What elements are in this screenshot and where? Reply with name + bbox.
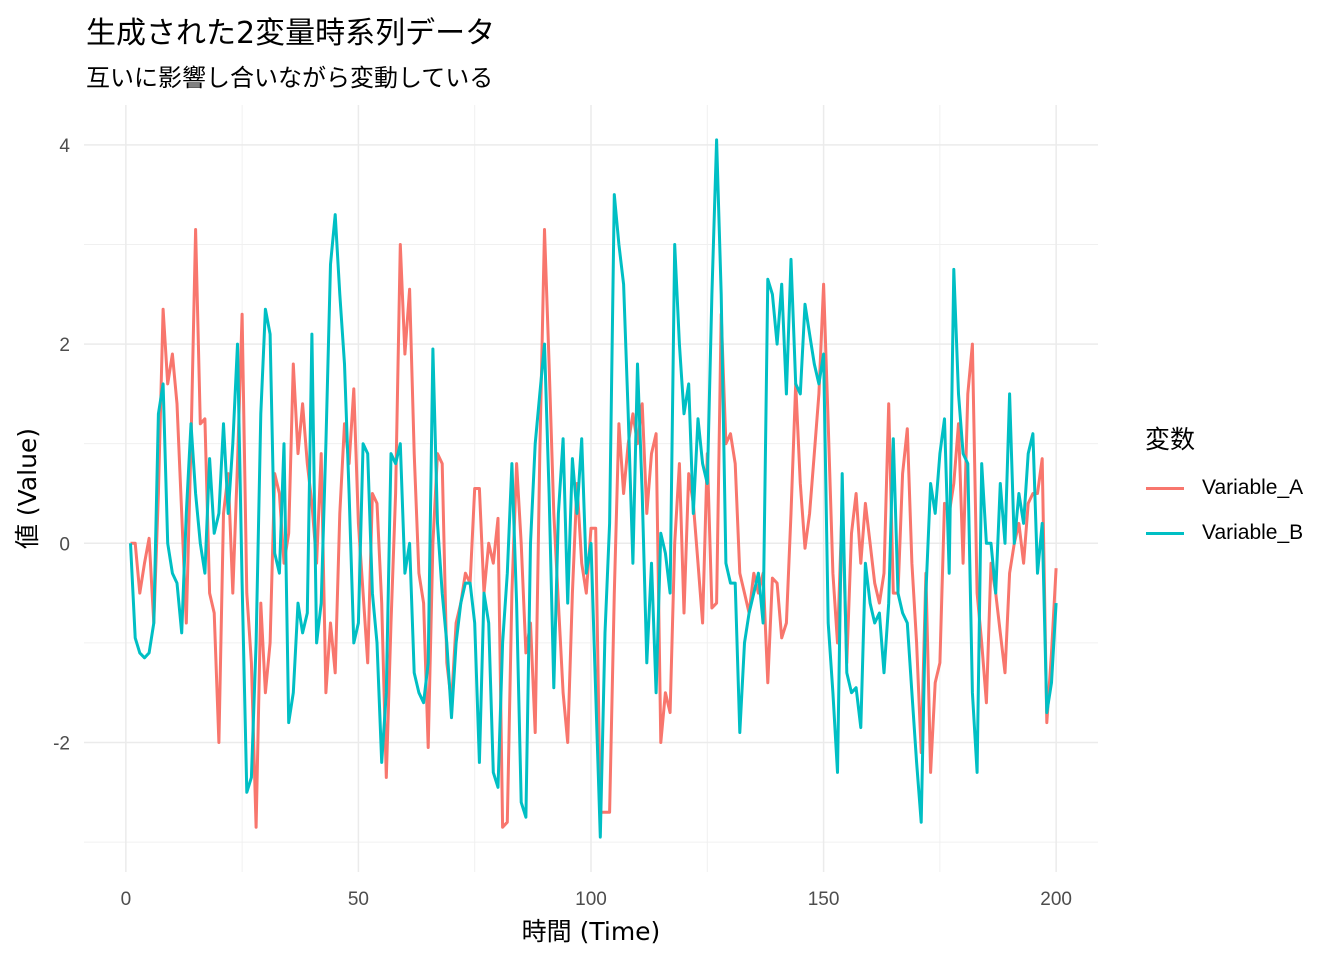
x-tick-label: 0 bbox=[121, 889, 132, 910]
legend-item-variable-a: Variable_A bbox=[1146, 476, 1303, 500]
legend-label: Variable_B bbox=[1202, 521, 1304, 544]
y-tick-label: -2 bbox=[53, 734, 70, 755]
chart-subtitle: 互いに影響し合いながら変動している bbox=[86, 64, 494, 92]
x-tick-label: 100 bbox=[575, 889, 607, 910]
x-tick-label: 50 bbox=[348, 889, 369, 910]
x-tick-label: 150 bbox=[808, 889, 840, 910]
chart-title: 生成された2変量時系列データ bbox=[86, 16, 496, 51]
series-line-variable-a bbox=[130, 228, 1058, 829]
legend-swatch bbox=[1146, 486, 1184, 490]
legend-label: Variable_A bbox=[1202, 476, 1304, 499]
y-tick-label: 2 bbox=[59, 335, 70, 356]
legend-title: 変数 bbox=[1145, 425, 1196, 454]
x-tick-label: 200 bbox=[1040, 889, 1072, 910]
y-tick-label: 4 bbox=[59, 136, 70, 157]
legend-swatch bbox=[1146, 531, 1184, 535]
y-tick-label: 0 bbox=[59, 534, 70, 555]
legend-item-variable-b: Variable_B bbox=[1146, 521, 1303, 545]
y-axis-label: 値 (Value) bbox=[13, 428, 42, 549]
x-axis-label: 時間 (Time) bbox=[522, 917, 661, 946]
series-line-variable-b bbox=[129, 138, 1058, 839]
